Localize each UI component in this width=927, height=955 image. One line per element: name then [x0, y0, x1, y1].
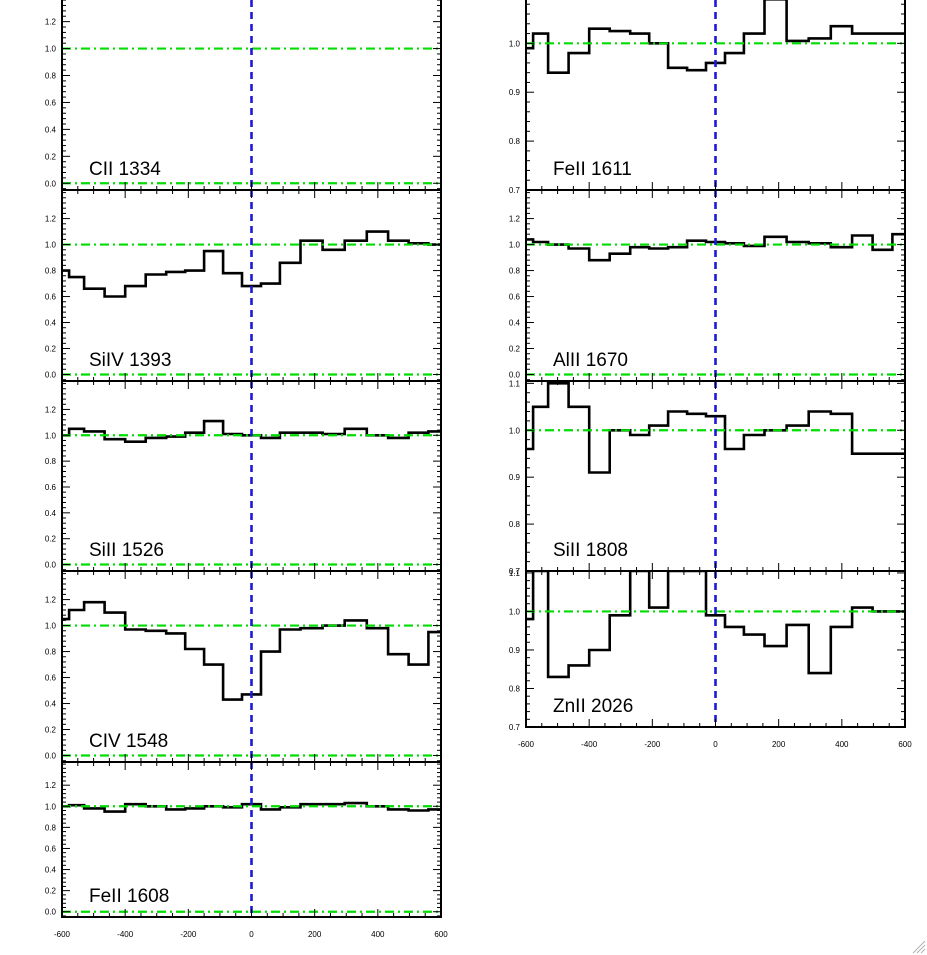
x-tick-label: -200: [180, 930, 197, 939]
y-tick-label: 0.6: [45, 844, 57, 853]
y-tick-label: 0.8: [509, 520, 521, 529]
spectrum-line: [62, 230, 441, 298]
y-tick-label: 0.6: [509, 293, 521, 302]
y-tick-label: 1.0: [45, 431, 57, 440]
y-tick-label: 0.0: [45, 752, 57, 761]
y-tick-label: 1.1: [509, 379, 521, 388]
y-tick-label: 0.0: [509, 371, 521, 380]
x-tick-label: -200: [644, 740, 661, 749]
x-tick-label: 600: [898, 740, 912, 749]
x-tick-label: -400: [117, 930, 134, 939]
y-tick-label: 0.8: [45, 648, 57, 657]
y-tick-label: 0.6: [45, 293, 57, 302]
y-tick-label: 0.0: [45, 908, 57, 917]
y-tick-label: 0.9: [509, 473, 521, 482]
y-tick-label: 0.4: [45, 509, 57, 518]
ion-label: FeII 1608: [89, 886, 169, 907]
y-tick-label: 0.8: [509, 137, 521, 146]
y-tick-label: 1.0: [45, 45, 57, 54]
y-tick-label: 0.2: [45, 152, 57, 161]
ion-label: SiII 1808: [553, 540, 628, 561]
panel-feii-1608: 0.0 0.2 0.4 0.6 0.8 1.0 1.2 -600 -400 -200 0 200 400…: [45, 761, 448, 939]
panel-znii-2026: 0.7 0.8 0.9 1.0 1.1 -600 -400 -200 0 200 400 600 ZnI…: [509, 569, 912, 749]
ion-label: AlII 1670: [553, 350, 628, 371]
y-tick-label: 0.2: [45, 887, 57, 896]
y-tick-label: 0.8: [509, 267, 521, 276]
y-tick-label: 0.8: [45, 457, 57, 466]
y-tick-label: 0.4: [509, 319, 521, 328]
y-tick-label: 0.9: [509, 646, 521, 655]
x-tick-label: 600: [434, 930, 448, 939]
x-tick-label: 0: [713, 740, 718, 749]
spectrum-line: [526, 382, 905, 474]
y-tick-label: 1.1: [509, 569, 521, 578]
panel-civ-1548: 0.0 0.2 0.4 0.6 0.8 1.0 1.2 CIV 1548: [45, 570, 442, 763]
y-tick-label: 0.4: [45, 125, 57, 134]
panel-siii-1808: 0.7 0.8 0.9 1.0 1.1 SiII 1808: [509, 379, 906, 576]
x-tick-label: 200: [308, 930, 322, 939]
y-tick-label: 1.0: [509, 426, 521, 435]
x-tick-label: -400: [581, 740, 598, 749]
y-tick-label: 0.7: [509, 186, 521, 195]
y-tick-label: 1.2: [45, 405, 57, 414]
y-tick-label: 0.8: [45, 267, 57, 276]
y-tick-label: 0.0: [45, 561, 57, 570]
y-tick-label: 0.2: [45, 345, 57, 354]
spectrum-line: [62, 600, 441, 701]
x-tick-label: 400: [835, 740, 849, 749]
x-tick-label: -600: [54, 930, 71, 939]
spectrum-line: [526, 571, 905, 679]
y-tick-label: 0.2: [45, 726, 57, 735]
y-tick-label: 1.0: [509, 241, 521, 250]
y-tick-label: 0.4: [45, 866, 57, 875]
y-tick-label: 0.6: [45, 98, 57, 107]
panel-feii-1611: 0.7 0.8 0.9 1.0 FeII 1611: [509, 0, 906, 195]
x-tick-label: 400: [371, 930, 385, 939]
y-tick-label: 1.2: [45, 215, 57, 224]
y-tick-label: 0.4: [45, 319, 57, 328]
y-tick-label: 1.0: [45, 622, 57, 631]
panel-alii-1670: 0.0 0.2 0.4 0.6 0.8 1.0 1.2 AlII 1670: [509, 189, 906, 382]
y-tick-label: 1.0: [45, 241, 57, 250]
y-tick-label: 0.7: [509, 723, 521, 732]
x-tick-label: 0: [249, 930, 254, 939]
y-tick-label: 0.9: [509, 88, 521, 97]
spectrum-line: [526, 232, 905, 262]
y-tick-label: 0.6: [45, 483, 57, 492]
y-tick-label: 1.2: [45, 596, 57, 605]
y-tick-label: 1.2: [45, 781, 57, 790]
panel-siiv-1393: 0.0 0.2 0.4 0.6 0.8 1.0 1.2 SiIV 1393: [45, 189, 442, 382]
y-tick-label: 1.2: [45, 18, 57, 27]
ion-label: CIV 1548: [89, 731, 168, 752]
y-tick-label: 0.8: [45, 823, 57, 832]
y-tick-label: 0.7: [509, 567, 521, 576]
y-tick-label: 1.0: [45, 802, 57, 811]
y-tick-label: 0.4: [45, 700, 57, 709]
y-tick-label: 0.8: [45, 72, 57, 81]
y-tick-label: 1.2: [509, 215, 521, 224]
ion-label: ZnII 2026: [553, 696, 633, 717]
ion-label: SiIV 1393: [89, 350, 171, 371]
y-tick-label: 1.0: [509, 39, 521, 48]
y-tick-label: 0.0: [45, 371, 57, 380]
y-tick-label: 0.8: [509, 684, 521, 693]
ion-label: SiII 1526: [89, 540, 164, 561]
x-tick-label: -600: [518, 740, 535, 749]
ion-label: FeII 1611: [553, 159, 632, 180]
y-tick-label: 0.6: [45, 674, 57, 683]
spectrum-line: [526, 0, 905, 74]
y-tick-label: 0.0: [45, 179, 57, 188]
y-tick-label: 0.2: [45, 535, 57, 544]
x-tick-label: 200: [772, 740, 786, 749]
resize-grip-icon[interactable]: [912, 940, 926, 954]
y-tick-label: 0.2: [509, 345, 521, 354]
ion-label: CII 1334: [89, 159, 161, 180]
panel-cii-1334: 0.0 0.2 0.4 0.6 0.8 1.0 1.2 CII 1334: [45, 0, 442, 191]
y-tick-label: 1.0: [509, 607, 521, 616]
panel-siii-1526: 0.0 0.2 0.4 0.6 0.8 1.0 1.2 SiII 1526: [45, 380, 442, 572]
